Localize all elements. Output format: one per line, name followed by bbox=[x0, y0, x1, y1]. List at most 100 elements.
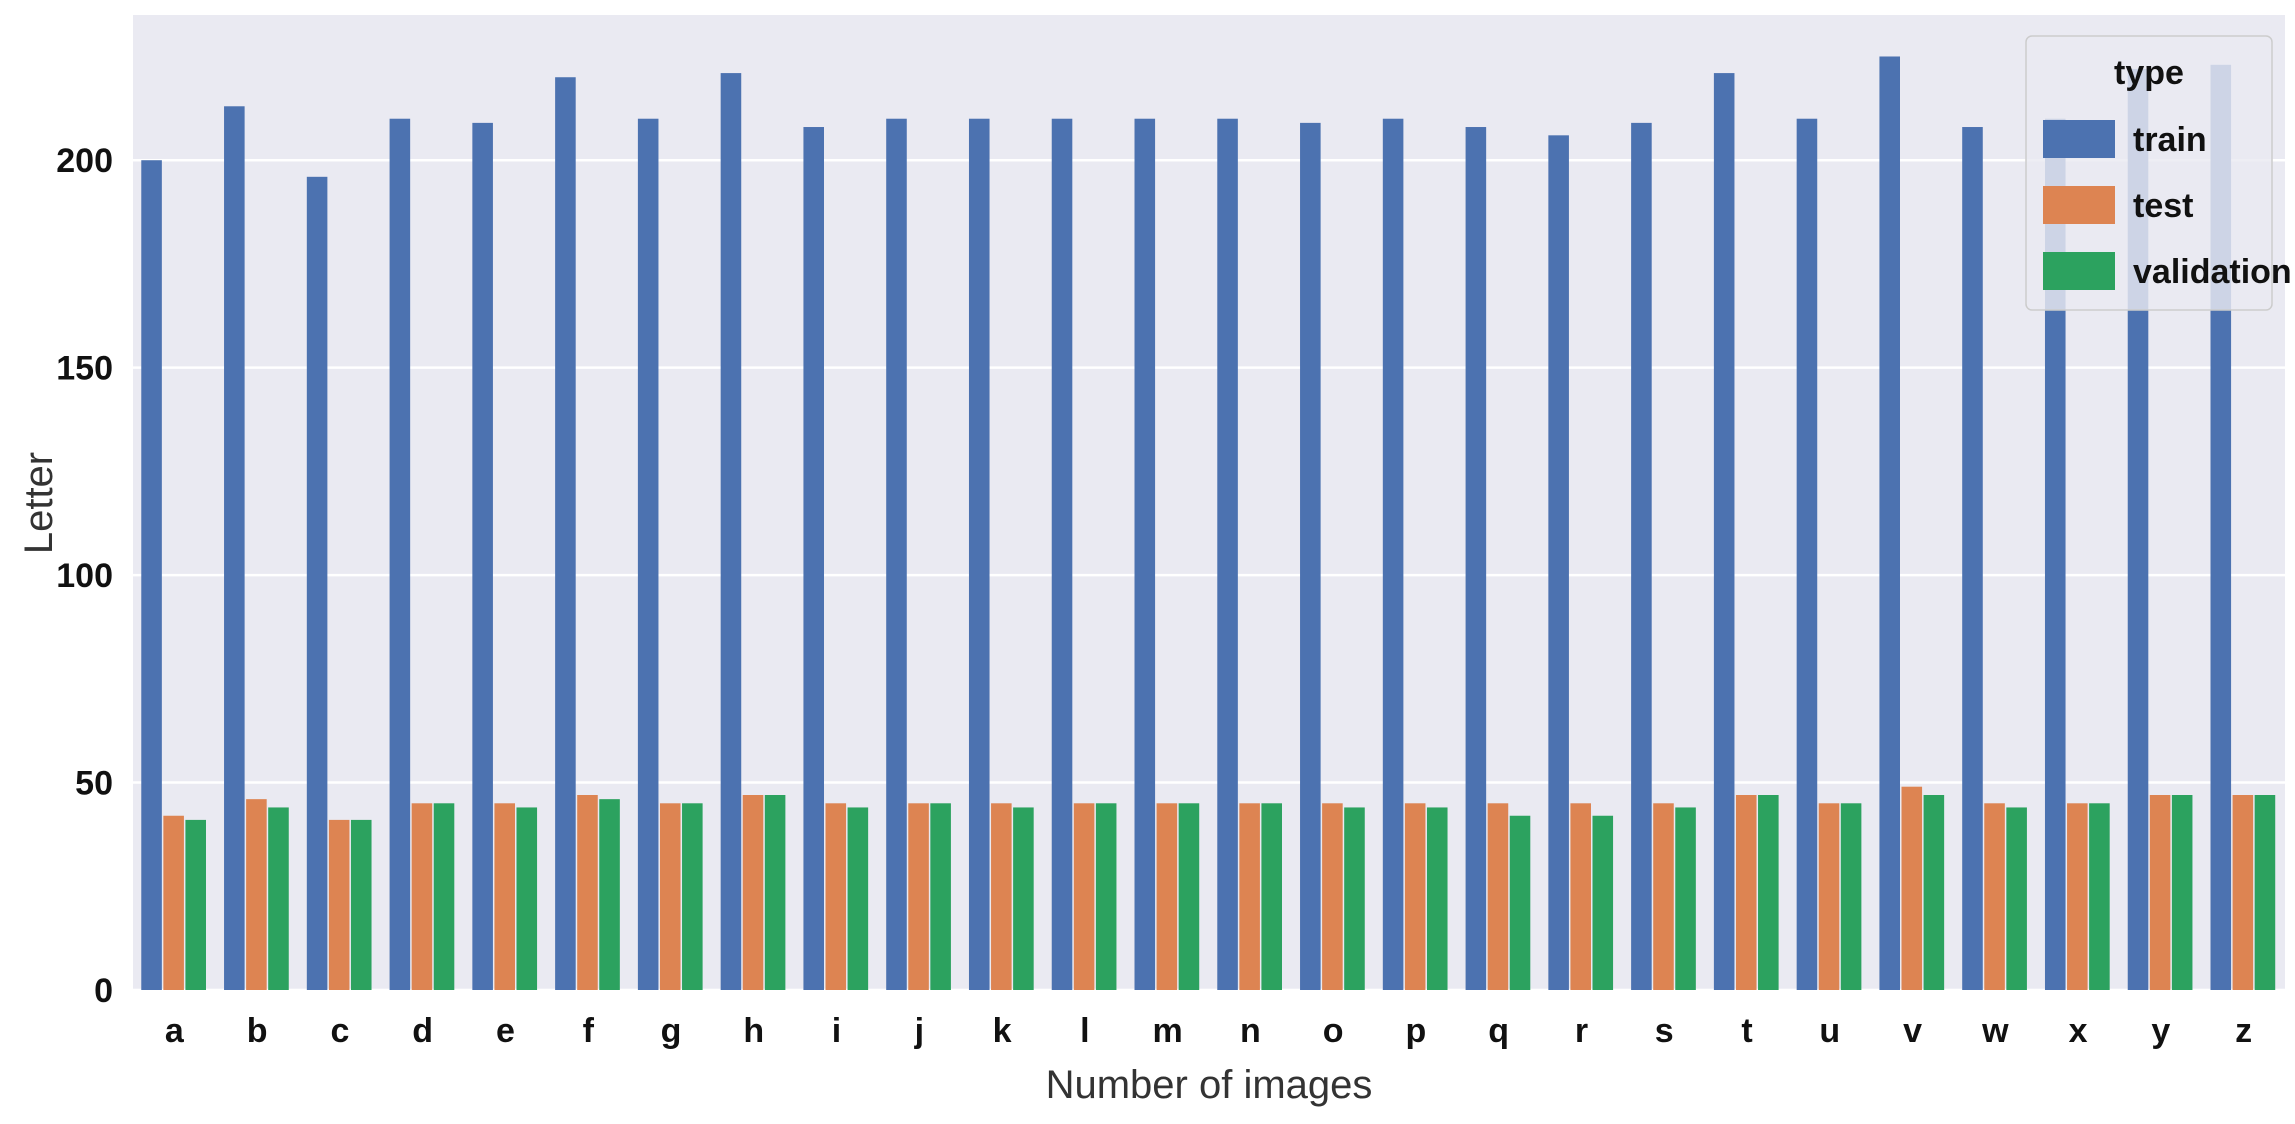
bar-train-e bbox=[472, 122, 493, 991]
bar-validation-t bbox=[1758, 795, 1779, 990]
x-tick-label: j bbox=[914, 1012, 924, 1050]
bar-validation-y bbox=[2171, 795, 2193, 990]
bar-test-l bbox=[1073, 803, 1095, 990]
y-tick-label: 100 bbox=[56, 557, 113, 595]
bar-test-p bbox=[1404, 803, 1426, 990]
bar-validation-h bbox=[764, 795, 786, 990]
x-tick-labels: a b c d e f g h i j k l m n o p q r s t u v w x y z bbox=[165, 1012, 2252, 1050]
x-tick-label: c bbox=[330, 1012, 349, 1050]
bar-test-s bbox=[1653, 803, 1674, 990]
bar-test-t bbox=[1735, 795, 1757, 990]
bar-validation-x bbox=[2089, 803, 2110, 990]
bar-test-b bbox=[246, 799, 267, 990]
bar-train-f bbox=[555, 77, 576, 991]
bars bbox=[141, 56, 2276, 991]
x-tick-label: x bbox=[2069, 1012, 2088, 1050]
bar-train-k bbox=[968, 118, 990, 991]
bar-validation-k bbox=[1013, 807, 1034, 990]
bar-validation-v bbox=[1923, 795, 1945, 990]
bar-test-j bbox=[908, 803, 929, 990]
bar-train-h bbox=[720, 73, 742, 991]
bar-train-i bbox=[803, 127, 825, 990]
bar-train-o bbox=[1300, 122, 1321, 991]
x-tick-label: d bbox=[412, 1012, 433, 1050]
bar-validation-f bbox=[599, 799, 620, 990]
bar-train-x bbox=[2044, 118, 2066, 991]
bar-validation-e bbox=[516, 807, 538, 990]
x-tick-label: f bbox=[583, 1012, 595, 1050]
x-tick-label: y bbox=[2151, 1012, 2170, 1050]
bar-test-e bbox=[494, 803, 515, 990]
legend-swatch-test bbox=[2043, 186, 2115, 224]
bar-validation-d bbox=[433, 803, 455, 990]
bar-test-q bbox=[1487, 803, 1509, 990]
bar-validation-o bbox=[1344, 807, 1365, 990]
bar-validation-q bbox=[1509, 815, 1531, 990]
y-axis-label: Letter bbox=[17, 452, 61, 554]
legend-swatch-validation bbox=[2043, 252, 2115, 290]
bar-validation-b bbox=[268, 807, 289, 990]
bar-validation-r bbox=[1592, 815, 1614, 990]
bar-test-d bbox=[411, 803, 433, 990]
y-tick-label: 150 bbox=[56, 350, 113, 388]
bar-train-a bbox=[141, 160, 162, 990]
bar-test-v bbox=[1901, 786, 1923, 990]
legend-label-train: train bbox=[2133, 121, 2207, 159]
bar-test-f bbox=[577, 795, 598, 990]
x-tick-label: i bbox=[832, 1012, 841, 1050]
y-tick-label: 50 bbox=[75, 765, 113, 803]
bar-train-p bbox=[1382, 118, 1404, 991]
legend-items: train test validation bbox=[2043, 120, 2292, 291]
bar-train-t bbox=[1713, 73, 1735, 991]
x-axis-label: Number of images bbox=[1046, 1063, 1373, 1107]
bar-validation-c bbox=[350, 819, 372, 990]
bar-train-w bbox=[1962, 127, 1983, 990]
legend-title: type bbox=[2114, 54, 2184, 92]
x-tick-label: p bbox=[1406, 1012, 1427, 1050]
x-tick-label: k bbox=[993, 1012, 1012, 1050]
bar-test-w bbox=[1984, 803, 2005, 990]
bar-validation-u bbox=[1840, 803, 1862, 990]
bar-train-m bbox=[1134, 118, 1156, 991]
bar-validation-j bbox=[930, 803, 951, 990]
bar-train-v bbox=[1879, 56, 1901, 990]
bar-train-n bbox=[1217, 118, 1238, 991]
bar-test-x bbox=[2067, 803, 2088, 990]
bar-train-d bbox=[389, 118, 411, 991]
legend: type train test validation bbox=[2025, 35, 2292, 311]
bar-train-q bbox=[1465, 127, 1487, 990]
x-tick-label: s bbox=[1655, 1012, 1674, 1050]
bar-train-u bbox=[1796, 118, 1818, 991]
bar-test-y bbox=[2149, 795, 2171, 990]
x-tick-label: q bbox=[1488, 1012, 1509, 1050]
bar-validation-a bbox=[185, 819, 206, 990]
bar-train-r bbox=[1548, 135, 1569, 990]
bar-test-o bbox=[1322, 803, 1343, 990]
x-tick-label: o bbox=[1323, 1012, 1344, 1050]
bar-test-r bbox=[1570, 803, 1591, 990]
y-tick-label: 0 bbox=[94, 972, 113, 1010]
bar-test-h bbox=[742, 795, 764, 990]
legend-label-test: test bbox=[2133, 187, 2193, 225]
bar-test-u bbox=[1818, 803, 1840, 990]
bar-validation-l bbox=[1095, 803, 1117, 990]
bar-train-g bbox=[637, 118, 659, 991]
bar-test-g bbox=[659, 803, 681, 990]
legend-swatch-train bbox=[2043, 120, 2115, 158]
bar-test-n bbox=[1239, 803, 1260, 990]
legend-box bbox=[2025, 35, 2273, 311]
x-tick-label: b bbox=[247, 1012, 268, 1050]
bar-validation-m bbox=[1178, 803, 1200, 990]
bar-test-k bbox=[991, 803, 1012, 990]
bar-validation-p bbox=[1426, 807, 1448, 990]
x-tick-label: v bbox=[1903, 1012, 1922, 1050]
bar-validation-z bbox=[2254, 795, 2276, 990]
x-tick-label: g bbox=[661, 1012, 682, 1050]
bar-test-a bbox=[163, 815, 184, 990]
y-tick-labels: 0 50 100 150 200 bbox=[56, 142, 113, 1010]
bar-validation-s bbox=[1675, 807, 1696, 990]
legend-label-validation: validation bbox=[2133, 253, 2292, 291]
x-tick-label: m bbox=[1152, 1012, 1182, 1050]
bar-train-j bbox=[886, 118, 907, 991]
